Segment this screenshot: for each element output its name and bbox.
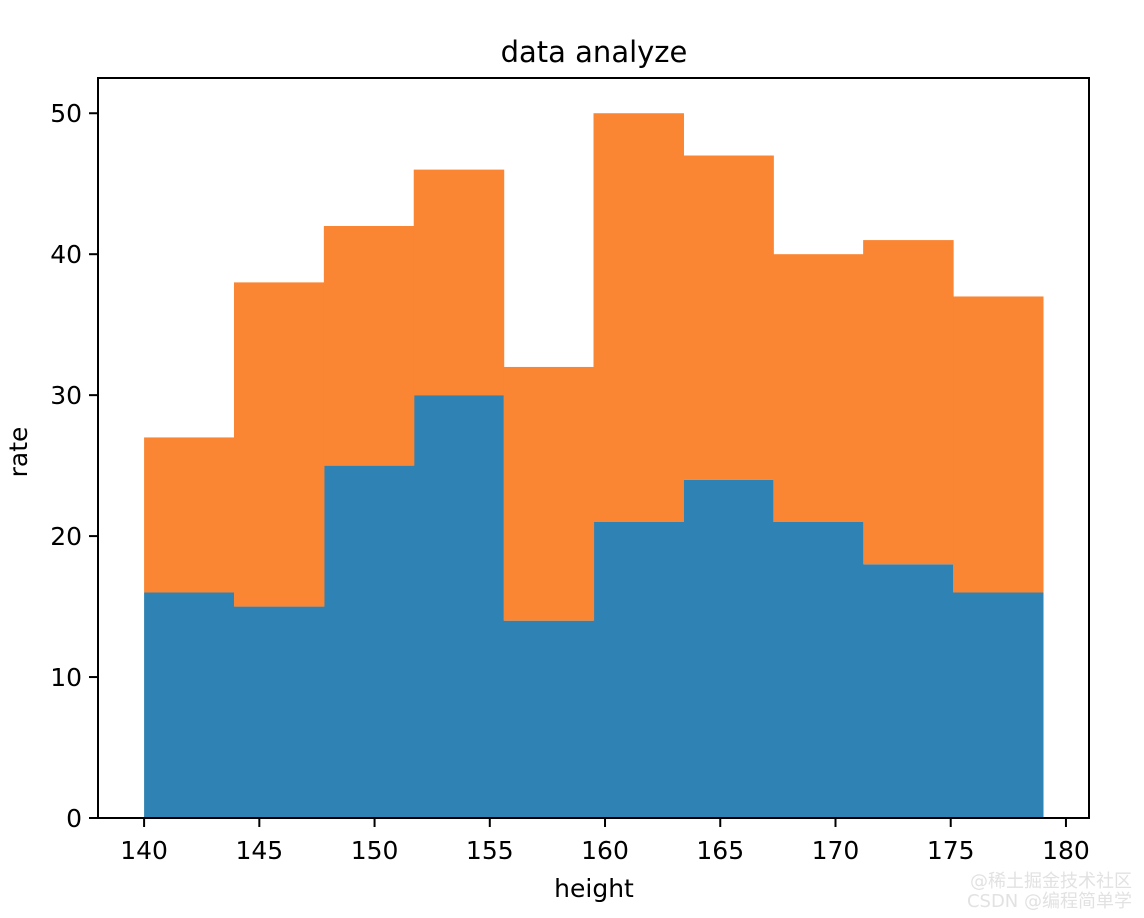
bar-series2-bin6	[593, 113, 684, 522]
y-tick-label: 50	[50, 99, 82, 128]
x-tick-label: 180	[1042, 836, 1090, 865]
bar-series2-bin10	[953, 296, 1044, 593]
bar-series2-bin7	[683, 155, 774, 480]
bar-series2-bin4	[413, 169, 505, 396]
chart-title: data analyze	[501, 35, 688, 69]
y-tick-label: 40	[50, 240, 82, 269]
bar-series2-bin5	[503, 366, 595, 621]
bar-series1-bin8	[773, 522, 864, 818]
bar-series1-bin4	[413, 395, 505, 818]
bars-group	[144, 113, 1044, 818]
y-axis-label: rate	[4, 427, 33, 478]
bar-series1-bin5	[503, 620, 595, 818]
y-tick-label: 20	[50, 522, 82, 551]
bar-series1-bin6	[593, 522, 684, 818]
bar-series1-bin2	[233, 606, 325, 818]
bar-series2-bin1	[144, 437, 235, 593]
bar-series2-bin9	[863, 240, 954, 565]
watermark-csdn: CSDN @编程简单学	[966, 891, 1132, 912]
x-axis-label: height	[554, 874, 634, 903]
x-axis-ticks: 140 145 150 155 160 165 170 175 180	[120, 818, 1090, 865]
bar-series2-bin3	[323, 226, 415, 466]
plot-frame	[97, 77, 1090, 819]
x-tick-label: 150	[351, 836, 399, 865]
bar-series1-bin3	[323, 465, 415, 818]
x-tick-label: 170	[812, 836, 860, 865]
y-tick-label: 10	[50, 663, 82, 692]
x-tick-label: 140	[120, 836, 168, 865]
y-tick-label: 0	[66, 804, 82, 833]
x-tick-label: 155	[466, 836, 514, 865]
bar-series1-bin10	[953, 592, 1044, 818]
y-axis-ticks: 0 10 20 30 40 50	[50, 99, 98, 833]
x-tick-label: 175	[927, 836, 975, 865]
x-tick-label: 165	[696, 836, 744, 865]
bar-series1-bin9	[863, 564, 954, 818]
y-tick-label: 30	[50, 381, 82, 410]
watermark-juejin: @稀土掘金技术社区	[970, 871, 1132, 892]
bar-series1-bin7	[683, 479, 774, 818]
x-tick-label: 145	[235, 836, 283, 865]
x-tick-label: 160	[581, 836, 629, 865]
bar-series2-bin8	[773, 254, 864, 522]
bar-series2-bin2	[233, 282, 325, 607]
bar-series1-bin1	[144, 592, 235, 818]
